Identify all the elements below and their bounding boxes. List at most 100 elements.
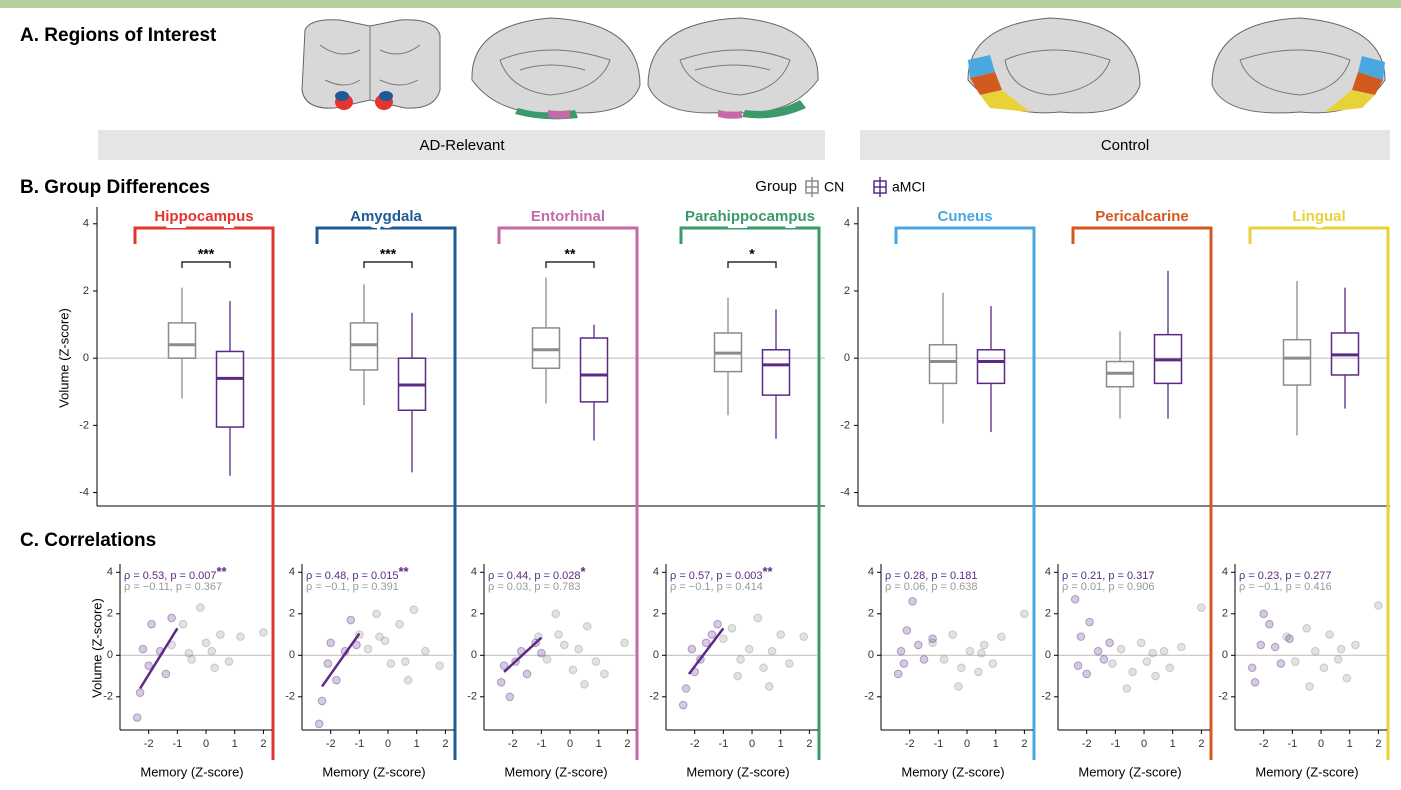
- point: [202, 639, 210, 647]
- y-tick-label: -2: [1041, 691, 1051, 703]
- point: [387, 660, 395, 668]
- y-tick-label: 2: [107, 608, 113, 620]
- box: [978, 350, 1005, 384]
- x-tick-label: 1: [414, 738, 420, 750]
- point: [1094, 647, 1102, 655]
- stat-annotation: ρ = 0.03, p = 0.783: [488, 581, 581, 593]
- sig-stars: *: [749, 246, 755, 262]
- box: [581, 338, 608, 402]
- point: [940, 656, 948, 664]
- point: [1260, 610, 1268, 618]
- sig-stars: ***: [380, 246, 397, 262]
- point: [745, 645, 753, 653]
- point: [1100, 656, 1108, 664]
- y-tick-label: -2: [649, 691, 659, 703]
- point: [1152, 672, 1160, 680]
- box: [533, 328, 560, 368]
- stat-annotation: ρ = 0.48, p = 0.015**: [306, 564, 410, 581]
- point: [1271, 643, 1279, 651]
- point: [914, 641, 922, 649]
- point: [1312, 647, 1320, 655]
- region-title: Parahippocampus: [685, 208, 815, 225]
- point: [561, 641, 569, 649]
- point: [1352, 641, 1360, 649]
- point: [1149, 649, 1157, 657]
- x-axis-title: Memory (Z-score): [504, 764, 607, 779]
- point: [786, 660, 794, 668]
- y-tick-label: -2: [79, 419, 89, 431]
- x-axis-title: Memory (Z-score): [322, 764, 425, 779]
- point: [621, 639, 629, 647]
- point: [1117, 645, 1125, 653]
- point: [966, 647, 974, 655]
- point: [601, 670, 609, 678]
- point: [168, 614, 176, 622]
- x-tick-label: -2: [326, 738, 336, 750]
- point: [1291, 658, 1299, 666]
- point: [410, 606, 418, 614]
- box: [169, 323, 196, 358]
- point: [133, 714, 141, 722]
- y-tick-label: 2: [653, 608, 659, 620]
- y-tick-label: -2: [840, 419, 850, 431]
- point: [894, 670, 902, 678]
- region-title: Amygdala: [350, 208, 422, 225]
- region-bracket: [896, 228, 1034, 760]
- stat-stars: **: [217, 564, 228, 579]
- point: [1137, 639, 1145, 647]
- y-tick-label: 2: [289, 608, 295, 620]
- point: [1306, 683, 1314, 691]
- x-tick-label: 1: [993, 738, 999, 750]
- point: [506, 693, 514, 701]
- point: [217, 631, 225, 639]
- point: [555, 631, 563, 639]
- point: [1123, 685, 1131, 693]
- region-bracket: [681, 228, 819, 760]
- point: [552, 610, 560, 618]
- point: [1277, 660, 1285, 668]
- box: [351, 323, 378, 370]
- point: [949, 631, 957, 639]
- point: [897, 647, 905, 655]
- point: [975, 668, 983, 676]
- point: [980, 641, 988, 649]
- stat-annotation: ρ = 0.01, p = 0.906: [1062, 581, 1155, 593]
- x-tick-label: 1: [232, 738, 238, 750]
- point: [148, 620, 156, 628]
- x-tick-label: -2: [690, 738, 700, 750]
- point: [318, 697, 326, 705]
- stat-annotation: ρ = −0.11, p = 0.367: [124, 581, 222, 593]
- point: [225, 658, 233, 666]
- y-tick-label: 2: [1222, 608, 1228, 620]
- y-tick-label: -2: [103, 691, 113, 703]
- point: [185, 649, 193, 657]
- panel-title: C. Correlations: [20, 530, 156, 551]
- x-tick-label: -1: [172, 738, 182, 750]
- point: [333, 676, 341, 684]
- point: [714, 620, 722, 628]
- point: [754, 614, 762, 622]
- y-tick-label: 4: [868, 566, 874, 578]
- point: [1343, 674, 1351, 682]
- x-tick-label: -2: [905, 738, 915, 750]
- point: [139, 645, 147, 653]
- point: [909, 598, 917, 606]
- x-tick-label: 1: [596, 738, 602, 750]
- region-title: Entorhinal: [531, 208, 605, 225]
- point: [136, 689, 144, 697]
- region-title: Pericalcarine: [1095, 208, 1188, 225]
- point: [1160, 647, 1168, 655]
- y-tick-label: 0: [653, 649, 659, 661]
- point: [734, 672, 742, 680]
- point: [211, 664, 219, 672]
- point: [1375, 602, 1383, 610]
- x-axis-title: Memory (Z-score): [1255, 764, 1358, 779]
- point: [1178, 643, 1186, 651]
- y-tick-label: 4: [289, 566, 295, 578]
- brain-illustrations: [302, 18, 1385, 119]
- point: [1071, 595, 1079, 603]
- point: [1248, 664, 1256, 672]
- point: [1251, 678, 1259, 686]
- x-tick-label: 2: [442, 738, 448, 750]
- point: [422, 647, 430, 655]
